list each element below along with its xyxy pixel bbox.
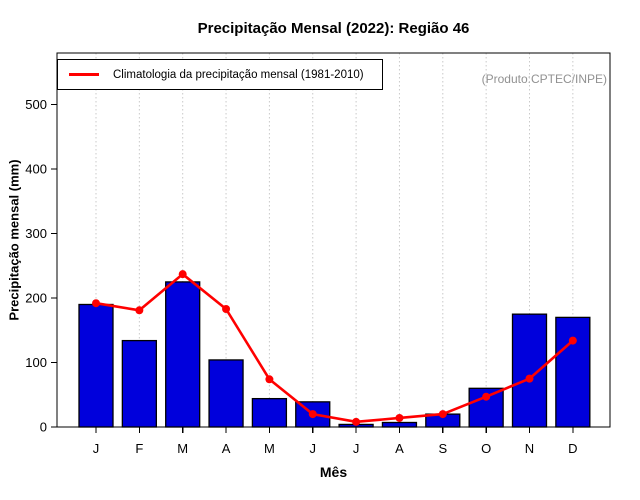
x-axis-label: Mês [319,464,348,480]
precip-bar [381,421,418,428]
product-annotation: (Produto:CPTEC/INPE) [481,72,607,86]
y-tick-label: 400 [25,162,47,177]
climatology-line [94,272,575,424]
y-tick-label: 500 [25,97,47,112]
climatology-point [482,392,491,401]
chart-title: Precipitação Mensal (2022): Região 46 [197,20,470,37]
climatology-point [568,336,577,345]
y-tick-label: 0 [40,420,47,435]
legend: Climatologia da precipitação mensal (198… [57,59,383,90]
climatology-point [178,270,187,279]
month-label: A [395,441,404,456]
month-label: F [135,441,143,456]
y-tick-label: 100 [25,355,47,370]
month-label: M [264,441,275,456]
climatology-point [395,413,404,422]
month-label: D [568,441,577,456]
climatology-point [265,375,274,384]
precip-bar [251,397,288,428]
climatology-point [308,410,317,419]
month-label: J [93,441,100,456]
month-label: O [481,441,491,456]
month-label: N [525,441,534,456]
legend-line-sample [69,73,99,76]
climatology-point [222,304,231,313]
climatology-point [352,417,361,426]
y-tick-label: 300 [25,226,47,241]
climatology-point [92,299,100,308]
climatology-point [525,374,534,383]
month-label: J [310,441,317,456]
precip-bar [555,316,591,428]
plot-box [56,52,611,428]
month-label: J [353,441,360,456]
month-label: A [222,441,231,456]
precip-bar [121,339,157,428]
month-label: M [177,441,188,456]
legend-label: Climatologia da precipitação mensal (198… [113,68,364,81]
precip-bar [511,313,548,428]
climatology-point [135,306,144,315]
precip-bar [208,359,244,428]
precip-bar [78,303,114,428]
y-tick-label: 200 [25,291,47,306]
month-label: S [438,441,447,456]
precip-bar [165,281,201,428]
climatology-point [438,410,447,419]
